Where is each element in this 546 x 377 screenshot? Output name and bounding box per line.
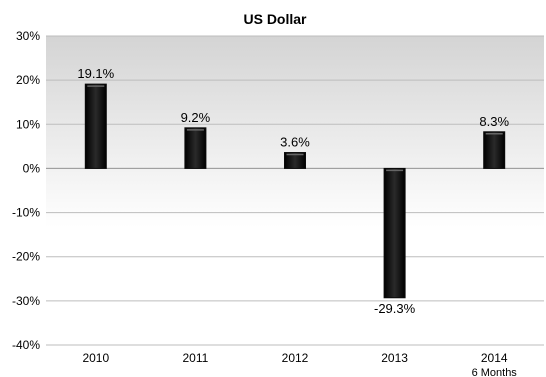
x-tick-label: 2012 [282,351,309,365]
x-tick-label: 2014 [481,351,508,365]
chart-title: US Dollar [243,11,307,27]
y-tick-label: 0% [23,161,41,175]
x-tick-label: 2013 [381,351,408,365]
x-tick-label: 2010 [82,351,109,365]
bar-2010 [84,83,107,169]
bar-2012 [284,152,306,169]
bar-2011 [184,127,207,169]
data-label: -29.3% [374,301,416,316]
x-tick-sublabel: 6 Months [472,367,518,377]
y-tick-label: -30% [12,294,40,308]
y-tick-label: -40% [12,338,40,352]
data-label: 19.1% [77,66,114,81]
data-label: 3.6% [280,135,310,150]
data-label: 8.3% [479,114,509,129]
y-tick-label: -20% [12,250,40,264]
data-label: 9.2% [181,110,211,125]
y-tick-label: 20% [16,73,40,87]
y-tick-label: 10% [16,117,40,131]
bar-2013 [383,167,406,299]
plot-area [46,36,544,345]
y-tick-label: 30% [16,29,40,43]
y-tick-label: -10% [12,206,40,220]
bar-2014 [483,131,506,169]
x-tick-label: 2011 [182,351,208,365]
